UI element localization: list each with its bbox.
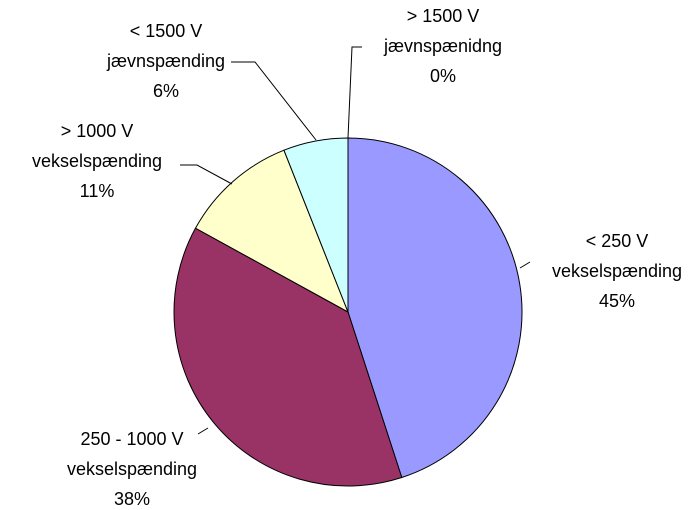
slice-label: < 1500 V: [130, 21, 203, 41]
slice-label: < 250 V: [586, 231, 649, 251]
leader-line: [231, 61, 317, 141]
slice-value-label: 0%: [430, 66, 456, 86]
leader-line: [347, 46, 362, 139]
pie-slice: [194, 149, 349, 314]
slice-label: > 1500 V: [407, 6, 480, 26]
pie-slice: [347, 137, 523, 479]
slice-value-label: 45%: [599, 291, 635, 311]
slice-label: > 1000 V: [61, 121, 134, 141]
leader-line: [197, 427, 209, 435]
slice-label: vekselspænding: [552, 261, 682, 281]
slice-value-label: 6%: [153, 81, 179, 101]
slice-label: jævnspænidng: [383, 36, 502, 56]
slice-label: vekselspænding: [32, 151, 162, 171]
slice-label: 250 - 1000 V: [80, 429, 183, 449]
slice-value-label: 38%: [114, 489, 150, 509]
slice-value-label: 11%: [80, 181, 115, 201]
leader-line: [180, 164, 233, 185]
slice-label: vekselspænding: [67, 459, 197, 479]
slice-label: jævnspænding: [106, 51, 225, 71]
leader-line: [519, 261, 531, 269]
pie-slice: [173, 227, 403, 487]
